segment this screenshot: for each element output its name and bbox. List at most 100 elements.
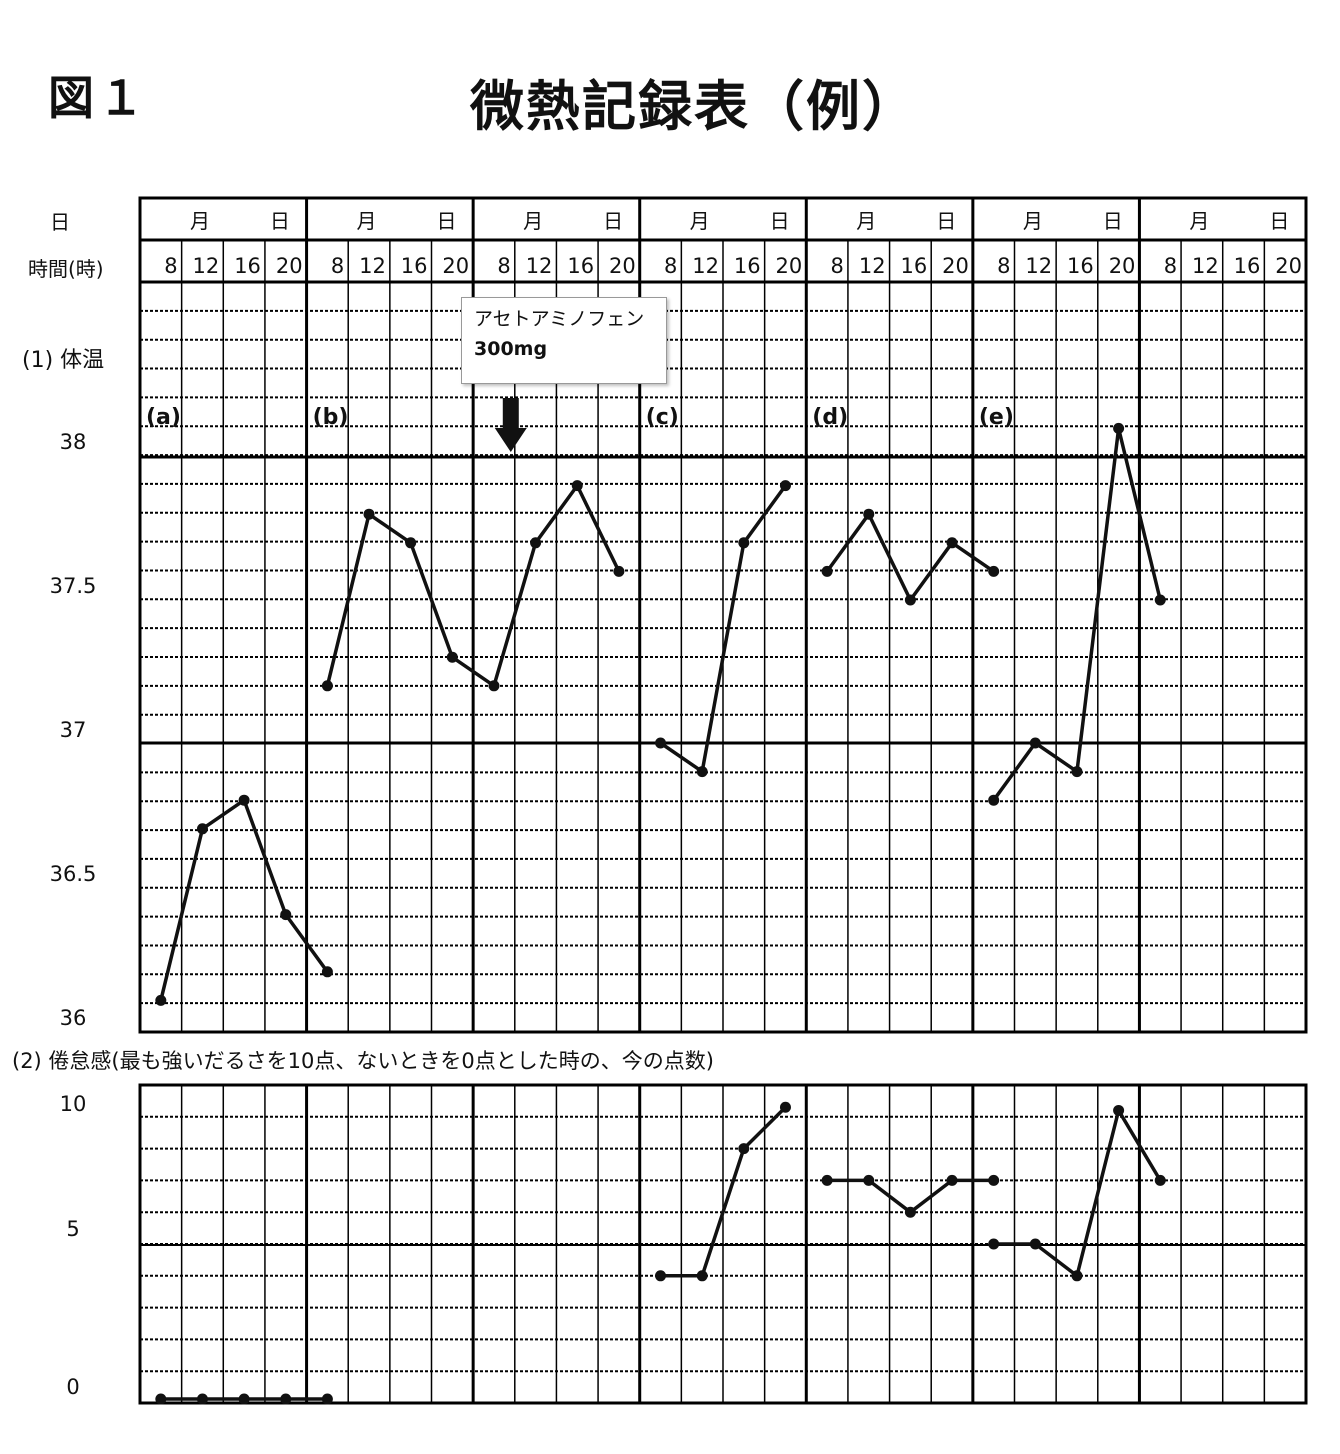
day-date-label: 日 [1269, 209, 1289, 233]
day-date-label: 日 [1103, 209, 1123, 233]
time-tick: 8 [997, 254, 1010, 278]
temp-series-point [363, 508, 375, 520]
time-tick: 12 [359, 254, 386, 278]
fatigue-series-point [280, 1393, 292, 1405]
time-tick: 8 [164, 254, 177, 278]
series-label: (a) [146, 405, 181, 430]
day-month-label: 月 [690, 209, 710, 233]
temp-series-point [530, 537, 542, 549]
temp-series-point [196, 823, 208, 835]
fatigue-series-line [660, 1106, 787, 1278]
fatigue-series-point [779, 1101, 791, 1113]
day-month-label: 月 [190, 209, 210, 233]
temp-series-point [946, 537, 958, 549]
day-date-label: 日 [270, 209, 290, 233]
time-tick: 16 [900, 254, 927, 278]
time-tick: 20 [1275, 254, 1302, 278]
annotation-drug: アセトアミノフェン [474, 308, 645, 330]
temp-series-point [988, 794, 1000, 806]
temp-series-point [863, 508, 875, 520]
fatigue-series-point [946, 1174, 958, 1186]
temp-ytick: 36 [59, 1006, 87, 1030]
time-tick: 8 [831, 254, 844, 278]
time-tick: 8 [331, 254, 344, 278]
time-tick: 12 [859, 254, 886, 278]
time-tick: 12 [526, 254, 553, 278]
time-tick: 8 [497, 254, 510, 278]
temp-series-point [571, 480, 583, 492]
time-tick: 12 [193, 254, 220, 278]
day-date-label: 日 [603, 209, 623, 233]
temp-series-point [613, 565, 625, 577]
time-tick: 20 [776, 254, 803, 278]
fatigue-series-point [321, 1393, 333, 1405]
temperature-section-title: (1) 体温 [22, 348, 105, 373]
series-label: (d) [812, 405, 848, 430]
time-tick: 16 [401, 254, 428, 278]
time-tick: 16 [567, 254, 594, 278]
temp-series-point [1154, 594, 1166, 606]
temp-ytick: 37 [59, 718, 87, 742]
time-tick: 12 [1192, 254, 1219, 278]
time-tick: 8 [1164, 254, 1177, 278]
temp-series-point [446, 651, 458, 663]
temp-series-line [825, 512, 995, 602]
day-month-label: 月 [1189, 209, 1209, 233]
day-month-label: 月 [856, 209, 876, 233]
fatigue-series-point [655, 1270, 667, 1282]
temp-series-point [821, 565, 833, 577]
time-tick: 16 [1067, 254, 1094, 278]
arrow-shaft [502, 398, 519, 430]
temp-series-point [321, 966, 333, 978]
time-tick: 12 [1025, 254, 1052, 278]
temp-series-point [904, 594, 916, 606]
temp-grid-frame [138, 280, 1308, 1034]
fatigue-series-point [821, 1174, 833, 1186]
temp-ytick: 37.5 [49, 574, 97, 598]
time-tick: 20 [442, 254, 469, 278]
fatigue-series-point [155, 1393, 167, 1405]
fatigue-series-point [738, 1143, 750, 1155]
fatigue-ytick: 0 [66, 1375, 80, 1399]
fatigue-series-point [1113, 1104, 1125, 1116]
time-tick: 16 [1234, 254, 1261, 278]
temp-series-line [325, 483, 621, 688]
time-tick: 8 [664, 254, 677, 278]
day-date-label: 日 [770, 209, 790, 233]
fatigue-ytick: 5 [66, 1217, 80, 1241]
page-title: 微熱記録表（例） [470, 75, 918, 138]
temp-series-point [280, 909, 292, 921]
day-row-label: 日 [50, 210, 70, 234]
temp-series-point [655, 737, 667, 749]
time-tick: 20 [276, 254, 303, 278]
series-label: (e) [979, 405, 1014, 430]
time-tick: 16 [734, 254, 761, 278]
time-tick: 12 [692, 254, 719, 278]
fatigue-ytick: 10 [59, 1092, 87, 1116]
fatigue-series-point [696, 1270, 708, 1282]
temp-series-point [738, 537, 750, 549]
temp-series-point [779, 480, 791, 492]
fatigue-series-point [238, 1393, 250, 1405]
temp-series-point [988, 565, 1000, 577]
time-tick: 20 [609, 254, 636, 278]
temp-series-point [696, 766, 708, 778]
temp-ytick: 36.5 [49, 862, 97, 886]
medication-annotation: アセトアミノフェン 300mg [461, 297, 667, 384]
temp-series-point [1113, 422, 1125, 434]
temp-ytick: 38 [59, 430, 87, 454]
temp-series-point [1071, 766, 1083, 778]
temp-series-point [1029, 737, 1041, 749]
fatigue-series-point [988, 1238, 1000, 1250]
down-arrow-icon [494, 428, 527, 452]
day-month-label: 月 [357, 209, 377, 233]
fatigue-series-point [904, 1206, 916, 1218]
series-label: (b) [313, 405, 349, 430]
fatigue-series-point [196, 1393, 208, 1405]
fatigue-series-point [863, 1174, 875, 1186]
fatigue-series-line [993, 1108, 1162, 1278]
temp-series-line [659, 484, 787, 774]
temp-series-point [321, 680, 333, 692]
temp-series-point [488, 680, 500, 692]
